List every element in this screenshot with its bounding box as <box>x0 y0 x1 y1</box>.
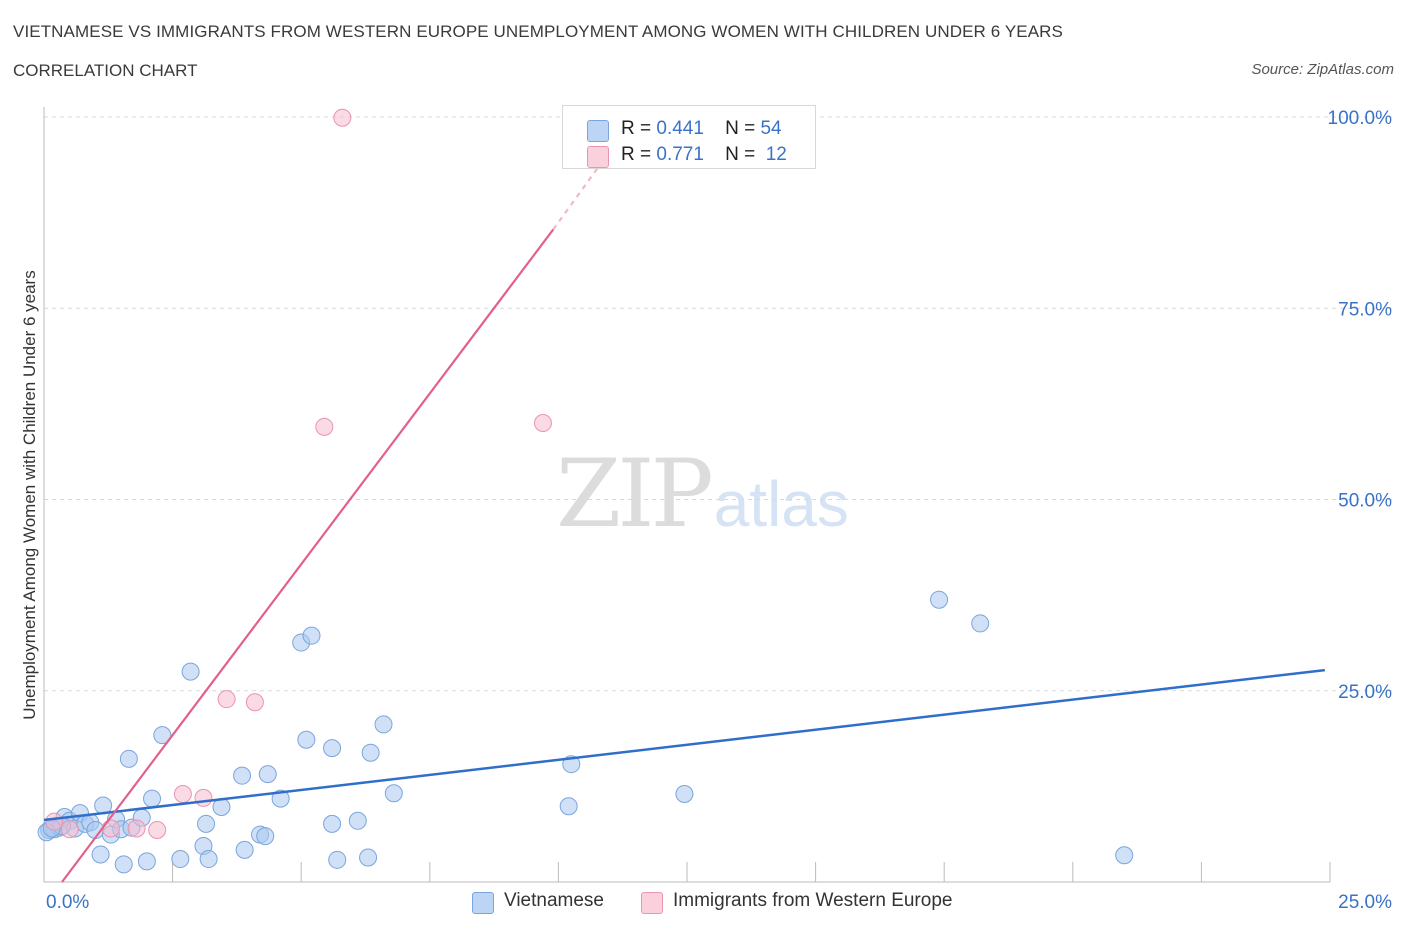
legend-text-vietnamese: R = 0.441 N = 54 <box>621 118 782 140</box>
vietnamese-trendline <box>43 668 1326 822</box>
western-europe-point <box>173 785 192 804</box>
legend-r-label: R = <box>621 144 652 165</box>
watermark-atlas: atlas <box>713 468 849 540</box>
vietnamese-point <box>323 739 342 758</box>
vietnamese-point <box>971 614 990 633</box>
western-europe-trendline <box>61 228 555 883</box>
vietnamese-point <box>359 848 378 867</box>
vietnamese-point <box>153 726 172 745</box>
vietnamese-point <box>199 850 218 869</box>
vietnamese-point <box>1115 846 1134 865</box>
legend-n-label: N = <box>725 144 756 165</box>
vietnamese-point <box>91 845 110 864</box>
bottom-legend-label: Immigrants from Western Europe <box>673 890 953 911</box>
legend-text-western-europe: R = 0.771 N = 12 <box>621 144 787 166</box>
y-tick-label: 25.0% <box>1338 682 1392 703</box>
vietnamese-point <box>271 789 290 808</box>
legend-swatch-blue <box>587 120 609 142</box>
vietnamese-point <box>258 765 277 784</box>
legend-swatch-pink <box>587 146 609 168</box>
vietnamese-point <box>675 785 694 804</box>
western-europe-point <box>45 812 64 831</box>
y-tick-label: 100.0% <box>1328 108 1393 129</box>
vietnamese-point <box>297 730 316 749</box>
legend-r-value: 0.441 <box>656 118 704 139</box>
vietnamese-point <box>233 766 252 785</box>
vietnamese-point <box>171 850 190 869</box>
vietnamese-point <box>361 743 380 762</box>
legend-r-value: 0.771 <box>656 144 704 165</box>
vietnamese-point <box>143 789 162 808</box>
legend-r-label: R = <box>621 118 652 139</box>
western-europe-point <box>217 690 236 709</box>
vietnamese-point <box>137 852 156 871</box>
vietnamese-point <box>384 784 403 803</box>
vietnamese-point <box>235 840 254 859</box>
x-tick-label: 0.0% <box>46 892 89 913</box>
legend-n-label: N = <box>725 118 756 139</box>
vietnamese-point <box>930 590 949 609</box>
western-europe-point <box>315 417 334 436</box>
western-europe-point <box>533 414 552 432</box>
vietnamese-point <box>374 715 393 734</box>
watermark-zip: ZIP <box>556 440 714 549</box>
western-europe-point <box>194 788 213 807</box>
western-europe-point <box>101 819 120 838</box>
source-label: Source: ZipAtlas.com <box>1251 61 1394 78</box>
y-tick-label: 75.0% <box>1338 299 1392 320</box>
bottom-legend-swatch-pink <box>641 892 663 914</box>
legend-n-value: 54 <box>760 118 782 139</box>
western-europe-point <box>148 820 167 839</box>
vietnamese-point <box>256 827 275 846</box>
vietnamese-point <box>302 626 321 645</box>
bottom-legend-label: Vietnamese <box>504 890 604 911</box>
chart-subtitle: CORRELATION CHART <box>13 61 198 80</box>
western-europe-point <box>333 108 352 127</box>
western-europe-point <box>127 819 146 838</box>
watermark: ZIPatlas <box>556 440 849 549</box>
y-tick-label: 50.0% <box>1338 491 1392 512</box>
vietnamese-point <box>328 850 347 869</box>
vietnamese-point <box>181 662 200 681</box>
x-tick-label: 25.0% <box>1338 892 1392 913</box>
western-europe-point <box>245 693 264 712</box>
vietnamese-point <box>114 855 133 874</box>
correlation-legend: R = 0.441 N = 54 R = 0.771 N = 12 <box>562 105 816 169</box>
y-axis-label: Unemployment Among Women with Children U… <box>20 270 39 720</box>
western-europe-point <box>60 820 79 839</box>
vietnamese-point <box>559 797 578 816</box>
vietnamese-point <box>323 814 342 833</box>
vietnamese-point <box>348 811 367 830</box>
vietnamese-point <box>197 814 216 833</box>
vietnamese-point <box>119 749 138 768</box>
bottom-legend-swatch-blue <box>472 892 494 914</box>
legend-n-value: 12 <box>765 144 787 165</box>
chart-title: VIETNAMESE VS IMMIGRANTS FROM WESTERN EU… <box>13 22 1063 41</box>
